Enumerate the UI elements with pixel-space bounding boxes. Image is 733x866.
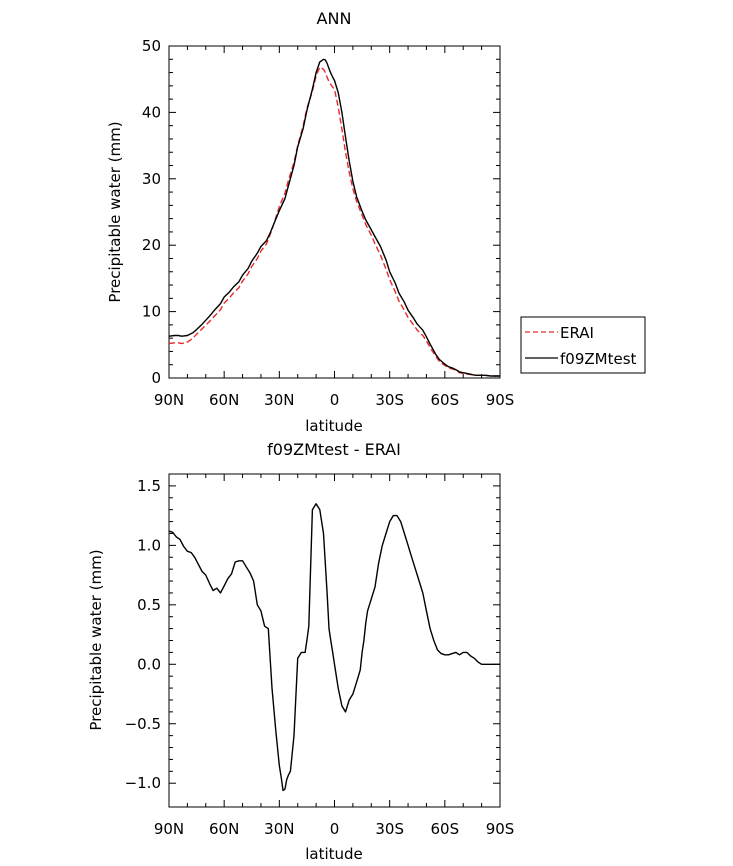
bottom-x-tick-label: 60S [431, 820, 460, 838]
bottom-x-tick-label: 60N [209, 820, 239, 838]
top-x-tick-label: 60S [431, 391, 460, 409]
bottom-x-tick-label: 90N [154, 820, 184, 838]
bottom-y-tick-label: 0.5 [137, 596, 161, 614]
top-x-tick-label: 30N [264, 391, 294, 409]
top-axis-ticks: 90N 60N 30N 0 30S 60S 90S 0 10 20 30 40 50 [142, 37, 514, 409]
bottom-chart-frame [168, 473, 501, 808]
top-chart-lines [168, 58, 500, 377]
top-x-tick-label: 0 [330, 391, 340, 409]
legend-label-f09zmtest: f09ZMtest [560, 350, 637, 368]
bottom-y-tick-label: 1.5 [137, 477, 161, 495]
top-chart-frame [168, 45, 501, 379]
top-x-axis-label: latitude [305, 417, 363, 435]
bottom-y-tick-label: 1.0 [137, 536, 161, 554]
bottom-y-axis-label: Precipitable water (mm) [87, 549, 105, 730]
legend: ERAI f09ZMtest [520, 316, 646, 374]
bottom-x-tick-label: 30S [375, 820, 404, 838]
bottom-x-tick-label: 90S [486, 820, 515, 838]
top-x-tick-label: 30S [375, 391, 404, 409]
bottom-x-axis-label: latitude [305, 845, 363, 863]
bottom-y-tick-label: −1.0 [125, 774, 161, 792]
bottom-axis-ticks: 90N 60N 30N 0 30S 60S 90S −1.0 −0.5 0.0 0.5 1.0 1.5 [125, 474, 515, 838]
bottom-chart-title: f09ZMtest - ERAI [267, 440, 401, 459]
legend-box [520, 316, 646, 374]
top-y-tick-label: 0 [151, 369, 161, 387]
top-y-axis-label: Precipitable water (mm) [106, 121, 124, 302]
top-y-tick-label: 40 [142, 103, 161, 121]
bottom-chart-panel: f09ZMtest - ERAI 90N 60N 30N 0 30S 60S 90S −1.0… [87, 440, 514, 863]
top-chart-panel: ANN 90N 60N 30N 0 30S 60S 90S 0 10 20 30 40 50 latit… [106, 9, 514, 435]
top-y-tick-label: 30 [142, 170, 161, 188]
bottom-x-tick-label: 0 [330, 820, 340, 838]
top-y-tick-label: 10 [142, 303, 161, 321]
top-chart-title: ANN [317, 9, 352, 28]
top-y-tick-label: 20 [142, 236, 161, 254]
bottom-y-tick-label: 0.0 [137, 655, 161, 673]
top-x-tick-label: 60N [209, 391, 239, 409]
bottom-y-tick-label: −0.5 [125, 715, 161, 733]
bottom-chart-lines [168, 503, 500, 792]
legend-label-erai: ERAI [560, 324, 594, 342]
bottom-x-tick-label: 30N [264, 820, 294, 838]
top-x-tick-label: 90S [486, 391, 515, 409]
top-series-line-f09zmtest [168, 58, 500, 377]
top-x-tick-label: 90N [154, 391, 184, 409]
top-y-tick-label: 50 [142, 37, 161, 55]
bottom-series-line-difference [168, 503, 500, 792]
top-series-line-erai [168, 66, 500, 377]
